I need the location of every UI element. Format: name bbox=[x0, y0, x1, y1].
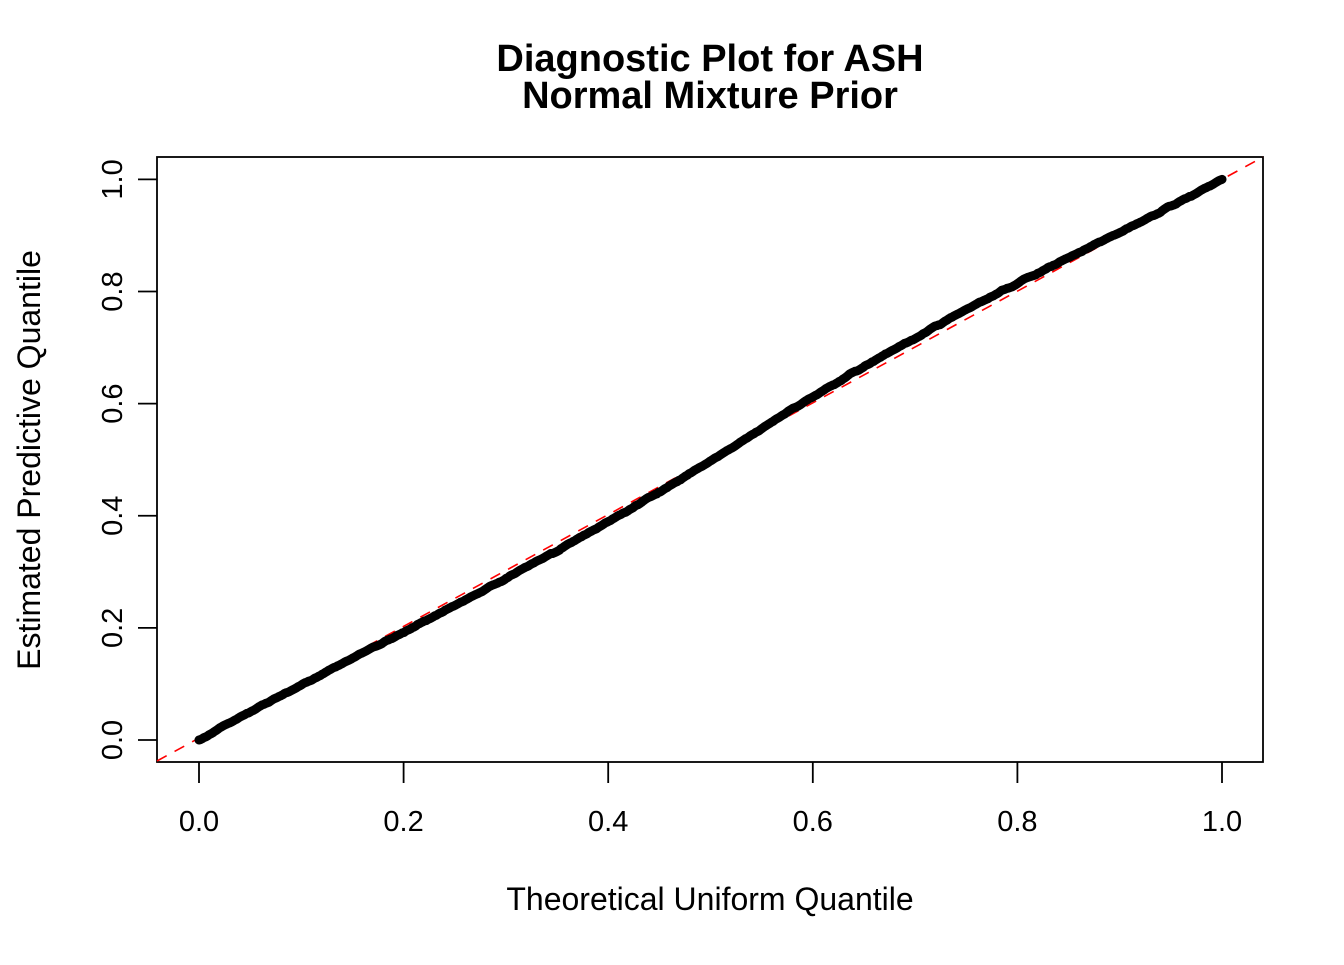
svg-text:0.2: 0.2 bbox=[97, 608, 129, 648]
svg-text:1.0: 1.0 bbox=[1202, 806, 1242, 838]
svg-text:0.6: 0.6 bbox=[793, 806, 833, 838]
svg-text:0.8: 0.8 bbox=[997, 806, 1037, 838]
svg-text:0.0: 0.0 bbox=[179, 806, 219, 838]
svg-text:Estimated Predictive Quantile: Estimated Predictive Quantile bbox=[11, 250, 47, 670]
svg-text:Normal Mixture Prior: Normal Mixture Prior bbox=[522, 75, 898, 117]
svg-text:Diagnostic Plot for ASH: Diagnostic Plot for ASH bbox=[496, 38, 923, 80]
svg-text:0.0: 0.0 bbox=[97, 720, 129, 760]
svg-text:0.8: 0.8 bbox=[97, 271, 129, 311]
svg-text:0.4: 0.4 bbox=[97, 496, 129, 536]
svg-text:0.6: 0.6 bbox=[97, 383, 129, 423]
svg-text:0.2: 0.2 bbox=[383, 806, 423, 838]
svg-text:0.4: 0.4 bbox=[588, 806, 628, 838]
svg-text:1.0: 1.0 bbox=[97, 159, 129, 199]
svg-text:Theoretical Uniform Quantile: Theoretical Uniform Quantile bbox=[506, 881, 913, 917]
